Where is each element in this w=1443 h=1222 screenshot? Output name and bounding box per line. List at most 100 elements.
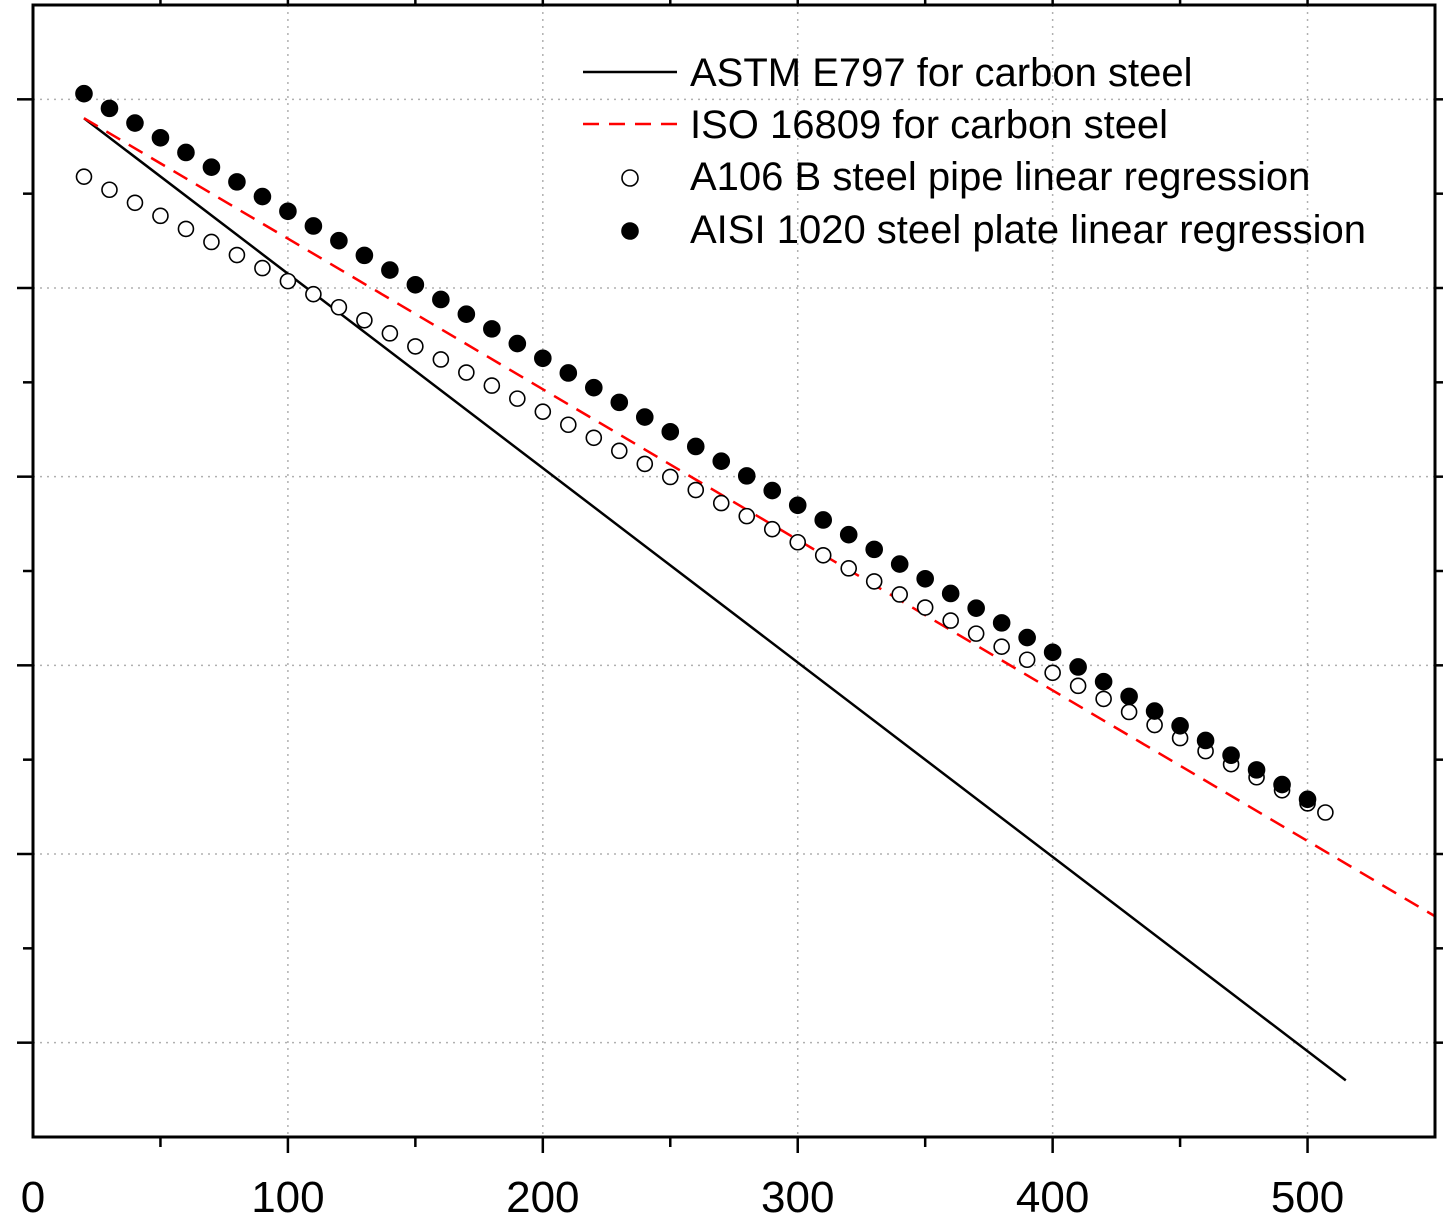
data-point [534,403,552,420]
data-point [788,496,807,515]
data-point [75,84,93,103]
data-point [1196,731,1215,750]
x-tick-label: 100 [251,1173,324,1222]
axis-ticks: 0 100 200 300 400 500 [17,0,1443,1222]
data-point [635,408,654,426]
data-point [661,422,680,441]
x-tick-label: 500 [1271,1173,1344,1222]
x-tick-label: 300 [761,1173,834,1222]
data-point [406,275,425,294]
data-point [177,143,195,162]
data-point [279,272,297,290]
data-point [152,207,169,225]
data-point [661,468,679,486]
data-point [509,390,526,407]
grid-lines [33,5,1435,1137]
data-point [126,114,144,132]
data-point [253,187,272,206]
data-point [228,246,246,264]
data-point [279,202,297,221]
data-point [305,285,322,303]
data-point [560,416,577,434]
data-point [891,586,908,603]
data-point [890,555,909,573]
data-point [356,311,373,329]
data-point [1043,643,1062,662]
series-line-0 [83,117,1347,1082]
data-point [1094,672,1113,691]
legend-label: AISI 1020 steel plate linear regression [690,208,1366,252]
data-point [177,220,195,238]
legend-marker-3 [621,222,639,240]
data-point [916,599,934,616]
data-point [101,181,118,199]
data-point [1247,761,1266,779]
x-tick-label: 400 [1016,1173,1089,1222]
data-point [508,334,527,353]
data-point [457,305,476,323]
data-point [814,546,832,564]
data-point [304,217,323,235]
data-point [942,612,959,629]
data-point [1095,690,1112,708]
data-point [1222,746,1240,764]
legend-marker-2 [621,169,639,187]
data-point [814,511,833,529]
series-line-1 [83,117,1435,918]
data-point [865,540,884,559]
data-point [584,378,603,397]
data-point [1018,628,1036,647]
data-point [483,377,501,394]
data-point [610,442,628,460]
data-point [1273,775,1291,794]
data-point [483,320,501,338]
data-point [381,325,399,342]
data-point [534,349,552,368]
data-point [1171,716,1189,735]
data-point [330,298,348,316]
data-point [865,573,883,590]
data-point [458,364,475,381]
data-point [610,393,629,412]
data-point [228,173,246,191]
series-layer [75,84,1435,1082]
data-point [100,99,119,118]
data-point [1044,664,1061,682]
data-point [407,338,424,355]
data-point [839,525,858,544]
legend-label: ASTM E797 for carbon steel [690,51,1192,95]
data-point [1069,658,1087,676]
data-point [330,231,348,250]
data-point [202,158,221,176]
data-point [1317,804,1334,821]
data-point [1298,790,1317,809]
data-point [712,494,730,512]
data-point [254,259,271,277]
data-point [1145,702,1164,720]
data-point [432,290,450,309]
data-point [151,128,170,147]
data-point [1120,703,1138,721]
data-point [840,560,858,577]
data-point [737,467,756,485]
data-point [967,599,985,617]
data-point [203,233,220,251]
data-point [432,351,450,368]
data-point [763,481,782,500]
data-point [75,168,93,185]
data-point [1120,687,1138,706]
data-point [992,614,1011,632]
data-point [916,569,934,588]
data-point [126,194,144,212]
data-point [967,625,985,642]
data-point [585,429,603,447]
data-point [941,584,960,603]
data-point [993,638,1010,655]
x-tick-label: 200 [506,1173,579,1222]
data-point [712,452,731,470]
data-point [686,437,705,456]
data-point [1018,651,1036,669]
data-point [1069,677,1087,695]
x-tick-label: 0 [21,1173,45,1222]
